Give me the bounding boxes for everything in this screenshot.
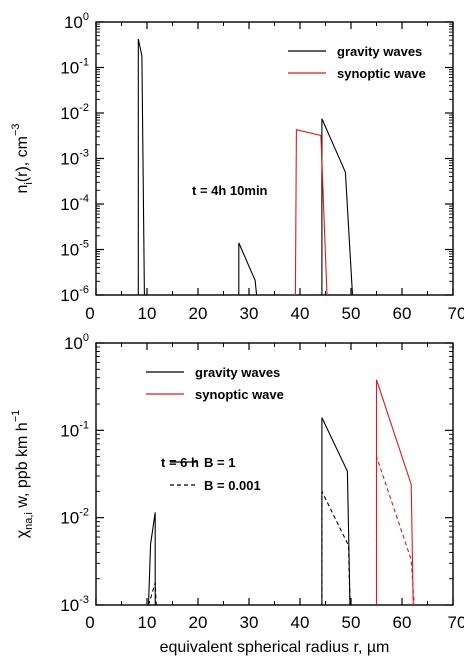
- style-legend-label: B = 0.001: [204, 478, 261, 493]
- y-tick-exponent: -3: [79, 594, 89, 606]
- x-tick-label: 10: [138, 304, 157, 323]
- x-tick-label: 30: [240, 304, 259, 323]
- x-axis-label: equivalent spherical radius r, µm: [160, 639, 390, 656]
- series-line: [375, 379, 414, 606]
- series-line: [147, 582, 157, 606]
- y-tick-base: 10: [60, 59, 79, 78]
- y-tick-base: 10: [60, 150, 79, 169]
- y-tick-exponent: -2: [79, 507, 89, 519]
- series-line: [321, 417, 351, 606]
- legend-label: synoptic wave: [337, 66, 426, 81]
- y-tick-exponent: -2: [79, 102, 89, 114]
- y-tick-base: 10: [60, 509, 79, 528]
- y-tick-label: 10-3: [60, 148, 89, 169]
- series-line: [375, 456, 415, 606]
- x-tick-label: 10: [138, 613, 157, 632]
- y-axis-label: χna,i w, ppb km h−1: [10, 410, 35, 539]
- plot-frame: [95, 21, 454, 296]
- y-axis-label-subscript: i: [23, 182, 35, 184]
- y-tick-base: 10: [64, 13, 83, 32]
- x-tick-label: 0: [85, 613, 94, 632]
- legend-label: synoptic wave: [195, 387, 284, 402]
- y-tick-label: 10-6: [60, 284, 89, 305]
- style-legend-label: B = 1: [204, 455, 235, 470]
- y-axis-label-superscript: −3: [10, 123, 22, 136]
- y-tick-label: 10-4: [60, 193, 89, 214]
- y-axis-label-main: n: [14, 185, 31, 194]
- y-tick-label: 10-5: [60, 239, 89, 260]
- y-tick-exponent: 0: [83, 11, 89, 23]
- y-axis-label: ni(r), cm−3: [10, 123, 35, 193]
- y-tick-exponent: -1: [79, 419, 89, 431]
- y-tick-label: 10-3: [60, 594, 89, 615]
- y-tick-base: 10: [60, 421, 79, 440]
- x-tick-label: 60: [393, 613, 412, 632]
- x-tick-label: 40: [291, 613, 310, 632]
- series-line: [147, 512, 156, 606]
- x-tick-label: 20: [189, 304, 208, 323]
- y-tick-base: 10: [60, 241, 79, 260]
- x-tick-label: 70: [448, 304, 464, 323]
- series-line: [137, 38, 145, 296]
- y-tick-exponent: 0: [83, 332, 89, 344]
- y-axis-label-text: (r), cm: [14, 136, 31, 182]
- y-tick-label: 10-2: [60, 507, 89, 528]
- x-tick-label: 50: [342, 304, 361, 323]
- x-tick-label: 0: [85, 304, 94, 323]
- x-tick-label: 20: [189, 613, 208, 632]
- y-tick-base: 10: [60, 195, 79, 214]
- legend-label: gravity waves: [195, 365, 280, 380]
- y-tick-base: 10: [60, 286, 79, 305]
- x-tick-label: 60: [393, 304, 412, 323]
- time-annotation: t = 4h 10min: [192, 183, 268, 198]
- y-axis-label-main: χ: [14, 529, 31, 538]
- x-tick-label: 30: [240, 613, 259, 632]
- y-axis-label-superscript: −1: [10, 410, 22, 423]
- y-tick-exponent: -4: [79, 193, 89, 205]
- y-tick-exponent: -5: [79, 239, 89, 251]
- y-tick-base: 10: [60, 596, 79, 615]
- y-tick-label: 10-1: [60, 57, 89, 78]
- y-tick-label: 10-1: [60, 419, 89, 440]
- y-tick-exponent: -6: [79, 284, 89, 296]
- y-tick-exponent: -1: [79, 57, 89, 69]
- upper-panel: 0 10 20 30 40 50 60 7010-610-510-410-310-210-11…: [10, 11, 464, 323]
- y-tick-exponent: -3: [79, 148, 89, 160]
- series-line: [321, 118, 354, 296]
- x-tick-label: 40: [291, 304, 310, 323]
- series-line: [238, 242, 258, 296]
- x-tick-label: 70: [448, 613, 464, 632]
- y-tick-label: 100: [64, 11, 89, 32]
- time-annotation: t = 6 h: [161, 455, 199, 470]
- y-tick-base: 10: [60, 104, 79, 123]
- y-tick-base: 10: [64, 334, 83, 353]
- x-tick-label: 50: [342, 613, 361, 632]
- y-tick-label: 100: [64, 332, 89, 353]
- y-axis-label-subscript: na,i: [23, 512, 35, 530]
- series-line: [321, 491, 351, 606]
- series-line: [294, 129, 328, 296]
- y-tick-label: 10-2: [60, 102, 89, 123]
- y-axis-label-text: w, ppb km h: [14, 422, 31, 512]
- legend-label: gravity waves: [337, 44, 422, 59]
